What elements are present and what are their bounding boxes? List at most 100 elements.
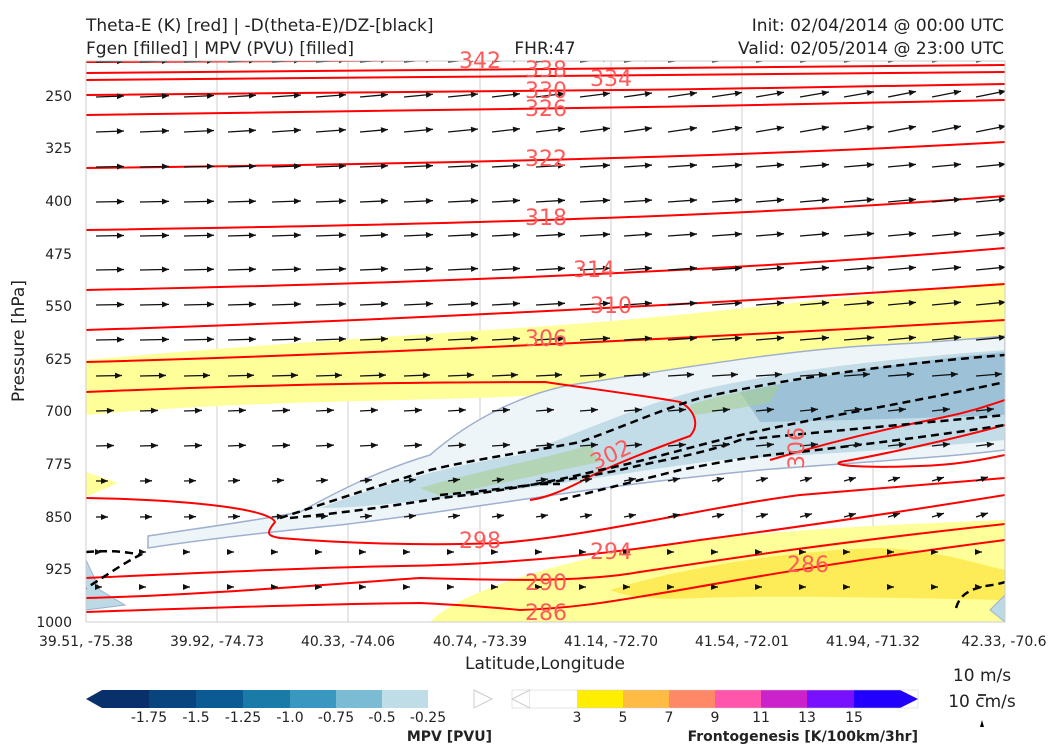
wind-vector-head [338,232,346,239]
wind-vector-head [161,198,169,205]
wind-vector-head [510,372,518,379]
wind-vector-head [194,407,202,414]
wind-vector-head [293,301,301,308]
wind-vector-head [380,266,388,273]
wind-vector-head [470,300,478,307]
wind-vector-head [776,90,784,97]
fgen-colorbar-segment [807,690,854,708]
wind-vector-head [866,265,874,272]
wind-vector-head [364,477,372,484]
fgen-colorbar-segment [854,690,900,708]
wind-vector-head [338,336,346,343]
wind-vector-head [734,300,742,307]
theta-e-contour-294 [86,494,1005,579]
mpv-colorbar-segment [428,690,474,708]
wind-vector-head [101,514,108,520]
wind-vector-head [986,406,994,413]
wind-vector-shaft [315,61,339,63]
fgen-colorbar-segment [669,690,715,708]
wind-vector-head [248,198,256,205]
init-time-label: Init: 02/04/2014 @ 00:00 UTC [752,16,1004,36]
wind-vector-head [183,549,190,555]
wind-vector-head [512,231,520,238]
wind-vector-head [95,584,102,590]
wind-vector-head [161,266,169,273]
wind-vector-head [862,371,870,378]
wind-vector-head [202,372,210,379]
wind-vector-head [908,335,916,341]
y-tick-label: 850 [45,510,72,526]
wind-vector-head [512,197,520,204]
wind-vector-head [557,91,565,98]
theta-e-label: 286 [525,601,567,626]
mpv-colorbar-tick: -1.0 [276,710,303,726]
wind-vector-head [644,162,652,169]
wind-vector-head [760,476,768,483]
wind-vector-head [116,301,124,308]
wind-vector-head [161,336,169,343]
wind-vector-head [232,513,240,520]
wind-vector-head [975,549,982,555]
wind-vector-head [161,232,169,239]
wind-vector-head [936,512,944,519]
wind-vector-head [370,442,378,449]
fgen-colorbar-tick: 7 [665,710,674,726]
wind-vector-head [512,335,520,342]
wind-vector-head [248,232,256,239]
wind-vector-head [557,231,565,238]
wind-vector-head [338,127,346,134]
wind-vector-head [854,441,862,448]
forecast-hour-label: FHR:47 [514,39,575,59]
wind-vector-head [334,372,342,379]
wind-vector-head [248,301,256,308]
wind-vector-head [734,125,742,132]
wind-vector-head [628,513,636,519]
wind-vector-head [908,300,916,306]
wind-vector-head [380,92,388,99]
wind-vector-head [908,197,916,203]
wind-vector-head [975,584,982,590]
x-axis: 39.51, -75.38 39.92, -74.73 40.33, -74.0… [39,634,1047,674]
wind-vector-head [150,407,158,414]
wind-vector-head [953,264,961,271]
wind-vector-head [628,477,636,483]
wind-vector-head [644,197,652,204]
wind-vector-head [364,513,372,520]
wind-vector-shaft [271,61,296,63]
wind-vector-head [116,266,124,273]
wind-vector-head [188,513,196,520]
wind-vector-head [804,476,812,483]
wind-vector-head [634,442,642,449]
wind-vector-head [998,124,1005,131]
wind-vector-head [188,477,196,484]
wind-vector-head [425,265,433,272]
wind-vector-head [602,300,610,307]
wind-vector-head [326,407,334,414]
wind-vector-head [238,442,246,449]
wind-vector-head [248,127,256,134]
mpv-colorbar-min-arrow [86,690,102,708]
mpv-colorbar-tick: -1.5 [182,710,209,726]
wind-vector-head [271,584,278,590]
wind-vector-head [623,584,630,590]
wind-vector-head [320,513,328,520]
wind-vector-head [452,477,460,484]
wind-vector-head [540,477,548,484]
wind-vector-head [950,371,958,378]
theta-e-contour-330 [86,83,1005,96]
wind-vector-head [821,90,829,97]
wind-vector-head [843,584,850,590]
wind-vector-head [359,549,366,555]
wind-vector-head [116,198,124,205]
wind-vector-head [338,92,346,99]
mpv-colorbar-tick: -1.25 [225,710,261,726]
wind-vector-head [491,549,498,555]
wind-vector-head [998,196,1005,203]
wind-vector-head [470,91,478,98]
wind-vector-head [678,442,686,449]
wind-vector-head [998,299,1005,306]
wind-vector-head [866,197,874,204]
mpv-colorbar-max-arrow [473,689,494,709]
wind-vector-head [425,300,433,307]
wind-vector-head [634,407,642,414]
